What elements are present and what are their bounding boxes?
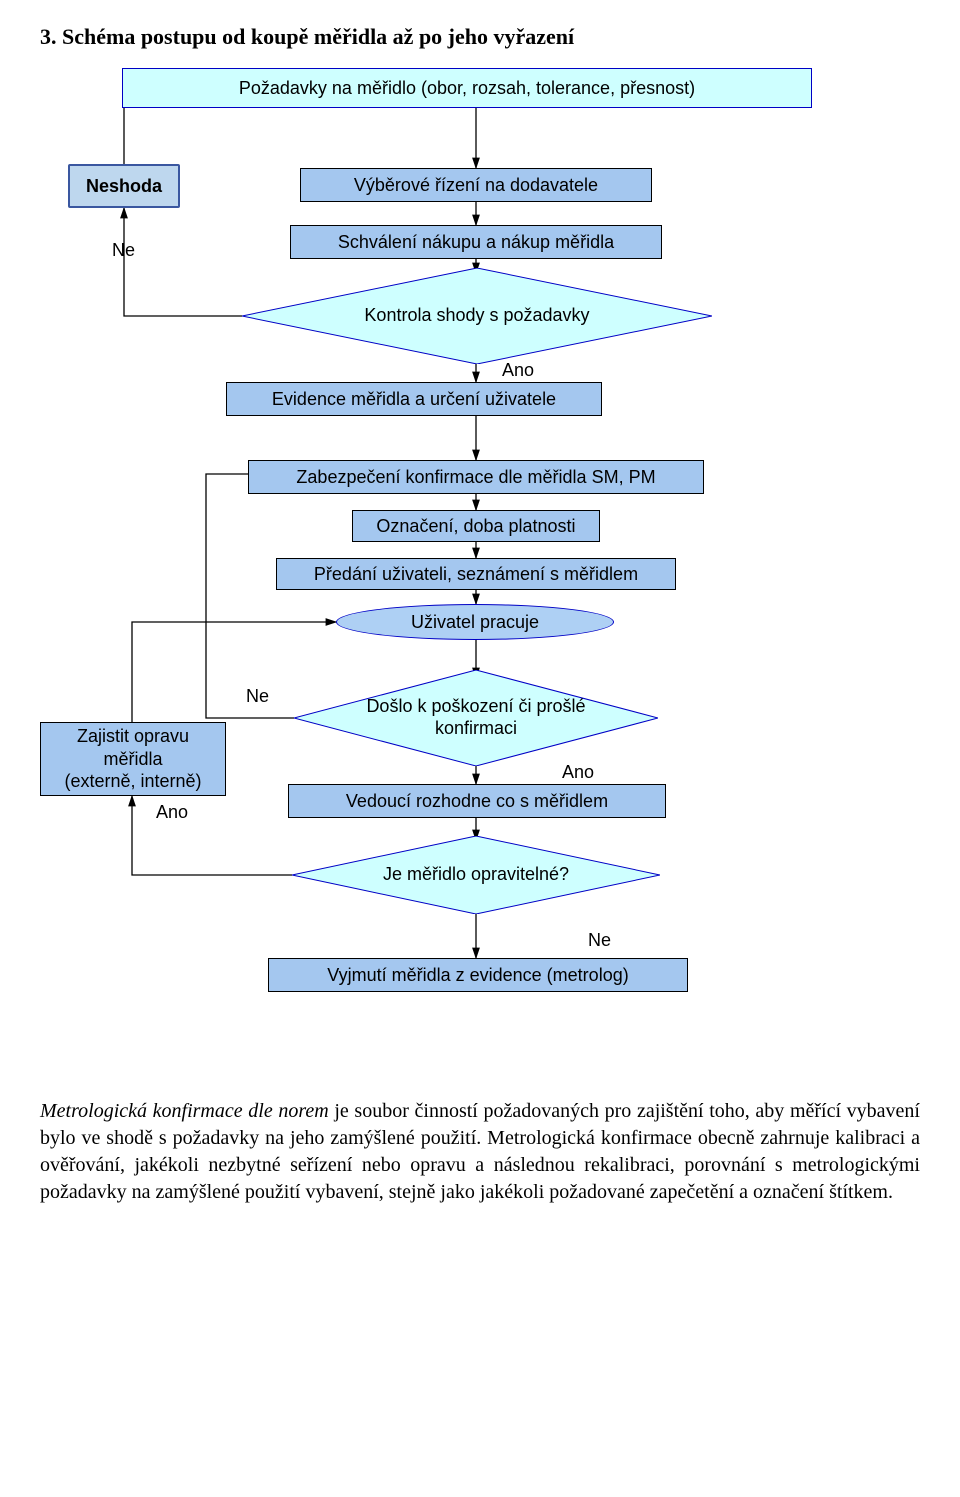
edge-label-ne3: Ne — [588, 930, 611, 951]
node-zabez: Zabezpečení konfirmace dle měřidla SM, P… — [248, 460, 704, 494]
body-paragraph-italic: Metrologická konfirmace dle norem — [40, 1100, 329, 1122]
node-vyjmuti: Vyjmutí měřidla z evidence (metrolog) — [268, 958, 688, 992]
node-neshoda: Neshoda — [68, 164, 180, 208]
decision-doslo: Došlo k poškození či prošlé konfirmaci — [294, 670, 658, 766]
edge-label-ano2: Ano — [562, 762, 594, 783]
node-uzivatel-pracuje-label: Uživatel pracuje — [411, 611, 539, 634]
decision-kontrola: Kontrola shody s požadavky — [242, 268, 712, 364]
edge-label-ano3: Ano — [156, 802, 188, 823]
node-evidence: Evidence měřidla a určení uživatele — [226, 382, 602, 416]
node-schval: Schválení nákupu a nákup měřidla — [290, 225, 662, 259]
flowchart: Neshoda Požadavky na měřidlo (obor, rozs… — [40, 68, 920, 1078]
node-oznac: Označení, doba platnosti — [352, 510, 600, 542]
decision-doslo-label: Došlo k poškození či prošlé konfirmaci — [294, 670, 658, 766]
node-uzivatel-pracuje: Uživatel pracuje — [336, 604, 614, 640]
decision-oprav: Je měřidlo opravitelné? — [292, 836, 660, 914]
node-vedouci: Vedoucí rozhodne co s měřidlem — [288, 784, 666, 818]
node-zajistit: Zajistit opravu měřidla (externě, intern… — [40, 722, 226, 796]
edge-label-ne1: Ne — [112, 240, 135, 261]
edge-label-ano1: Ano — [502, 360, 534, 381]
body-paragraph: Metrologická konfirmace dle norem je sou… — [40, 1098, 920, 1206]
edge-label-ne2: Ne — [246, 686, 269, 707]
node-vybr: Výběrové řízení na dodavatele — [300, 168, 652, 202]
node-req: Požadavky na měřidlo (obor, rozsah, tole… — [122, 68, 812, 108]
decision-kontrola-label: Kontrola shody s požadavky — [242, 268, 712, 364]
decision-oprav-label: Je měřidlo opravitelné? — [292, 836, 660, 914]
page-heading: 3. Schéma postupu od koupě měřidla až po… — [40, 24, 920, 50]
node-neshoda-label: Neshoda — [86, 176, 162, 197]
node-predani: Předání uživateli, seznámení s měřidlem — [276, 558, 676, 590]
